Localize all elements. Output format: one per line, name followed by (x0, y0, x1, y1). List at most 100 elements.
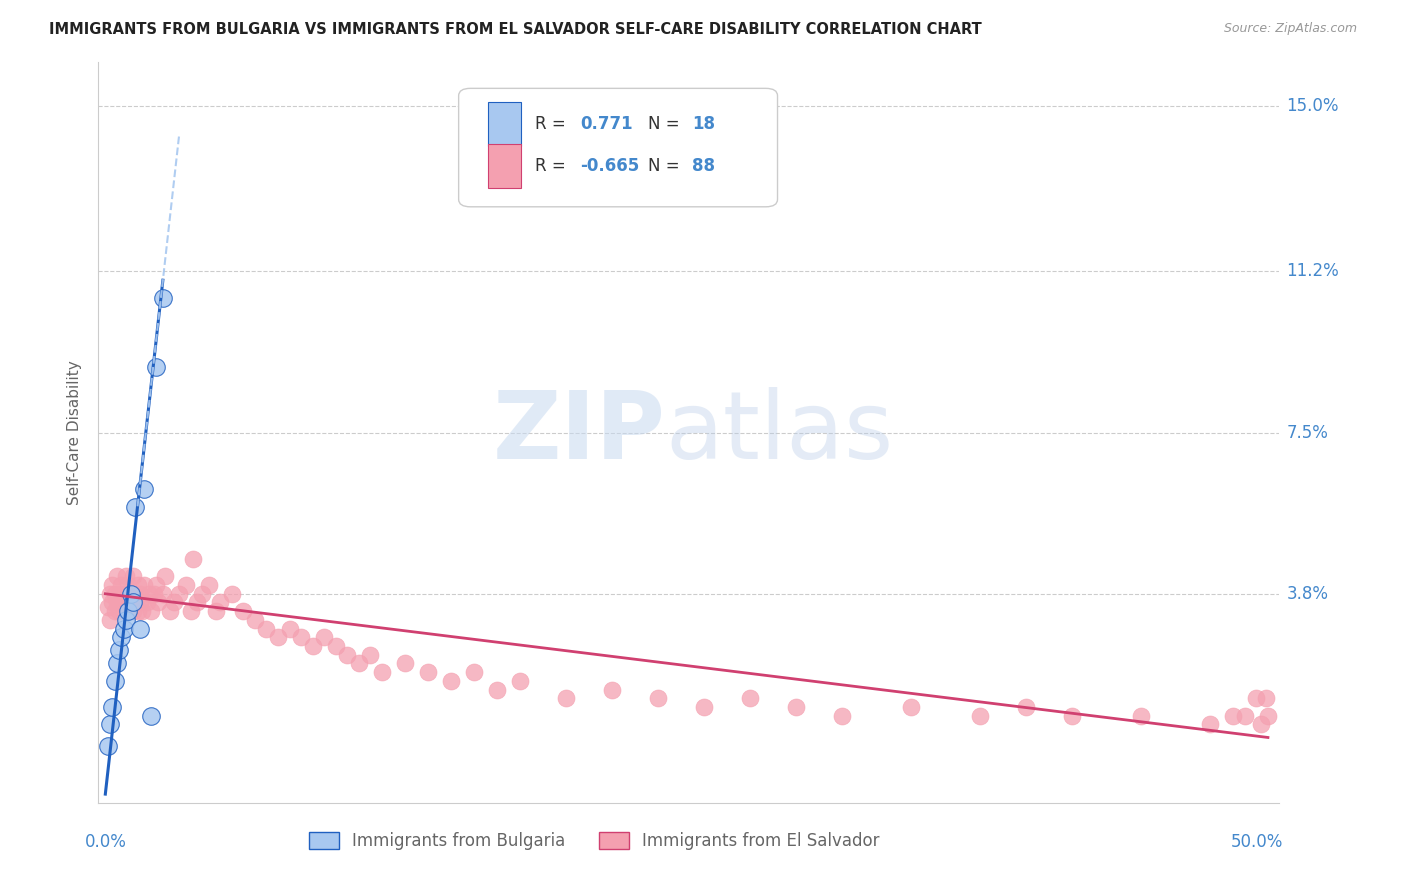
Point (112, 622, 135, 636)
FancyBboxPatch shape (458, 88, 778, 207)
Point (122, 604, 145, 618)
Point (108, 587, 131, 601)
Point (145, 360, 167, 375)
Point (301, 639, 323, 653)
Point (1246, 691, 1268, 706)
Point (98, 587, 121, 601)
Point (128, 595, 150, 609)
Point (153, 569, 176, 583)
Point (152, 291, 174, 305)
Point (145, 578, 167, 592)
Point (101, 700, 124, 714)
Y-axis label: Self-Care Disability: Self-Care Disability (67, 360, 83, 505)
Point (141, 708, 163, 723)
Point (600, 682, 623, 697)
Point (312, 630, 335, 644)
Point (191, 587, 214, 601)
Point (159, 604, 181, 618)
Bar (488, 102, 522, 146)
Text: 88: 88 (693, 157, 716, 175)
Point (1062, 708, 1084, 723)
Text: Source: ZipAtlas.com: Source: ZipAtlas.com (1223, 22, 1357, 36)
Point (98, 717, 121, 731)
Point (142, 587, 165, 601)
Legend: Immigrants from Bulgaria, Immigrants from El Salvador: Immigrants from Bulgaria, Immigrants fro… (309, 832, 880, 850)
Point (243, 613, 266, 627)
Point (738, 691, 761, 706)
Point (440, 673, 463, 688)
Point (1130, 708, 1153, 723)
Point (181, 552, 204, 566)
Point (105, 569, 128, 583)
Point (1250, 717, 1272, 731)
Point (554, 691, 576, 706)
Point (969, 708, 991, 723)
Point (120, 587, 142, 601)
Text: R =: R = (536, 157, 571, 175)
Point (120, 595, 142, 609)
Point (256, 622, 278, 636)
Point (115, 595, 138, 609)
Text: N =: N = (648, 157, 685, 175)
Point (103, 673, 125, 688)
Point (110, 578, 132, 592)
Text: IMMIGRANTS FROM BULGARIA VS IMMIGRANTS FROM EL SALVADOR SELF-CARE DISABILITY COR: IMMIGRANTS FROM BULGARIA VS IMMIGRANTS F… (49, 22, 981, 37)
Point (131, 604, 153, 618)
Point (1199, 717, 1222, 731)
Point (167, 587, 190, 601)
Point (209, 595, 232, 609)
Point (124, 500, 146, 514)
Point (117, 578, 139, 592)
Point (108, 643, 131, 657)
Point (110, 595, 132, 609)
Point (128, 587, 150, 601)
Point (115, 569, 138, 583)
Text: N =: N = (648, 115, 685, 133)
Point (1222, 708, 1244, 723)
Point (1233, 708, 1256, 723)
Point (232, 604, 254, 618)
Point (647, 691, 669, 706)
Point (325, 639, 347, 653)
Point (394, 657, 416, 671)
Point (101, 595, 124, 609)
Point (463, 665, 485, 680)
Text: 0.0%: 0.0% (84, 833, 127, 851)
Point (128, 622, 150, 636)
Point (112, 604, 135, 618)
Point (120, 587, 142, 601)
Point (134, 578, 156, 592)
Text: -0.665: -0.665 (581, 157, 640, 175)
Point (416, 665, 439, 680)
Text: R =: R = (536, 115, 571, 133)
Point (1015, 700, 1038, 714)
Point (359, 648, 381, 662)
Text: 3.8%: 3.8% (1286, 585, 1329, 603)
Point (831, 708, 853, 723)
Bar (488, 144, 522, 188)
Point (179, 604, 201, 618)
Point (785, 700, 807, 714)
Point (124, 595, 146, 609)
Point (103, 604, 125, 618)
Point (122, 569, 145, 583)
Point (97, 599, 120, 614)
Point (105, 657, 128, 671)
Text: 11.2%: 11.2% (1286, 262, 1339, 280)
Point (1257, 708, 1279, 723)
Text: 50.0%: 50.0% (1230, 833, 1282, 851)
Point (138, 587, 160, 601)
Text: ZIP: ZIP (492, 386, 665, 479)
Point (370, 665, 392, 680)
Point (347, 657, 370, 671)
Point (174, 578, 197, 592)
Point (97, 739, 120, 754)
Point (509, 673, 531, 688)
Text: 18: 18 (693, 115, 716, 133)
Point (122, 595, 145, 609)
Point (163, 595, 186, 609)
Point (278, 622, 301, 636)
Point (141, 604, 163, 618)
Point (186, 595, 208, 609)
Point (117, 604, 139, 618)
